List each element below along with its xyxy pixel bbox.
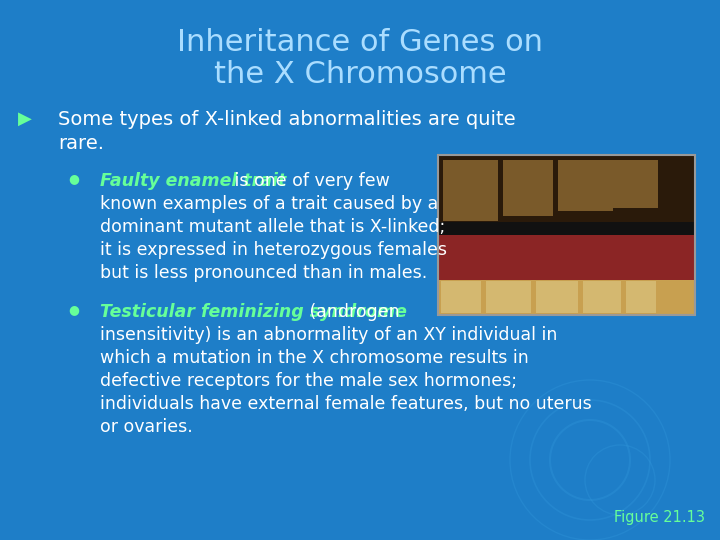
Text: (androgen: (androgen bbox=[304, 303, 400, 321]
FancyBboxPatch shape bbox=[626, 281, 656, 313]
Text: Some types of X-linked abnormalities are quite: Some types of X-linked abnormalities are… bbox=[58, 110, 516, 129]
Text: ●: ● bbox=[68, 303, 79, 316]
Text: Faulty enamel trait: Faulty enamel trait bbox=[100, 172, 287, 190]
Text: is one of very few: is one of very few bbox=[229, 172, 390, 190]
FancyBboxPatch shape bbox=[503, 160, 553, 216]
FancyBboxPatch shape bbox=[438, 235, 695, 280]
Text: dominant mutant allele that is X-linked;: dominant mutant allele that is X-linked; bbox=[100, 218, 445, 236]
FancyBboxPatch shape bbox=[613, 160, 658, 208]
FancyBboxPatch shape bbox=[583, 281, 621, 313]
Text: or ovaries.: or ovaries. bbox=[100, 418, 193, 436]
FancyBboxPatch shape bbox=[536, 281, 578, 313]
Text: rare.: rare. bbox=[58, 134, 104, 153]
FancyBboxPatch shape bbox=[443, 160, 498, 221]
FancyBboxPatch shape bbox=[486, 281, 531, 313]
Text: Inheritance of Genes on: Inheritance of Genes on bbox=[177, 28, 543, 57]
Text: it is expressed in heterozygous females: it is expressed in heterozygous females bbox=[100, 241, 447, 259]
FancyBboxPatch shape bbox=[438, 155, 695, 227]
Text: Figure 21.13: Figure 21.13 bbox=[614, 510, 705, 525]
Text: Testicular feminizing syndrome: Testicular feminizing syndrome bbox=[100, 303, 407, 321]
FancyBboxPatch shape bbox=[558, 160, 613, 211]
Text: known examples of a trait caused by a: known examples of a trait caused by a bbox=[100, 195, 438, 213]
FancyBboxPatch shape bbox=[438, 280, 695, 315]
Text: ●: ● bbox=[68, 172, 79, 185]
Text: the X Chromosome: the X Chromosome bbox=[214, 60, 506, 89]
Text: but is less pronounced than in males.: but is less pronounced than in males. bbox=[100, 264, 427, 282]
FancyBboxPatch shape bbox=[441, 281, 481, 313]
Text: ▶: ▶ bbox=[18, 110, 32, 128]
Text: which a mutation in the X chromosome results in: which a mutation in the X chromosome res… bbox=[100, 349, 528, 367]
Text: defective receptors for the male sex hormones;: defective receptors for the male sex hor… bbox=[100, 372, 517, 390]
Text: insensitivity) is an abnormality of an XY individual in: insensitivity) is an abnormality of an X… bbox=[100, 326, 557, 344]
Text: individuals have external female features, but no uterus: individuals have external female feature… bbox=[100, 395, 592, 413]
FancyBboxPatch shape bbox=[438, 222, 695, 235]
